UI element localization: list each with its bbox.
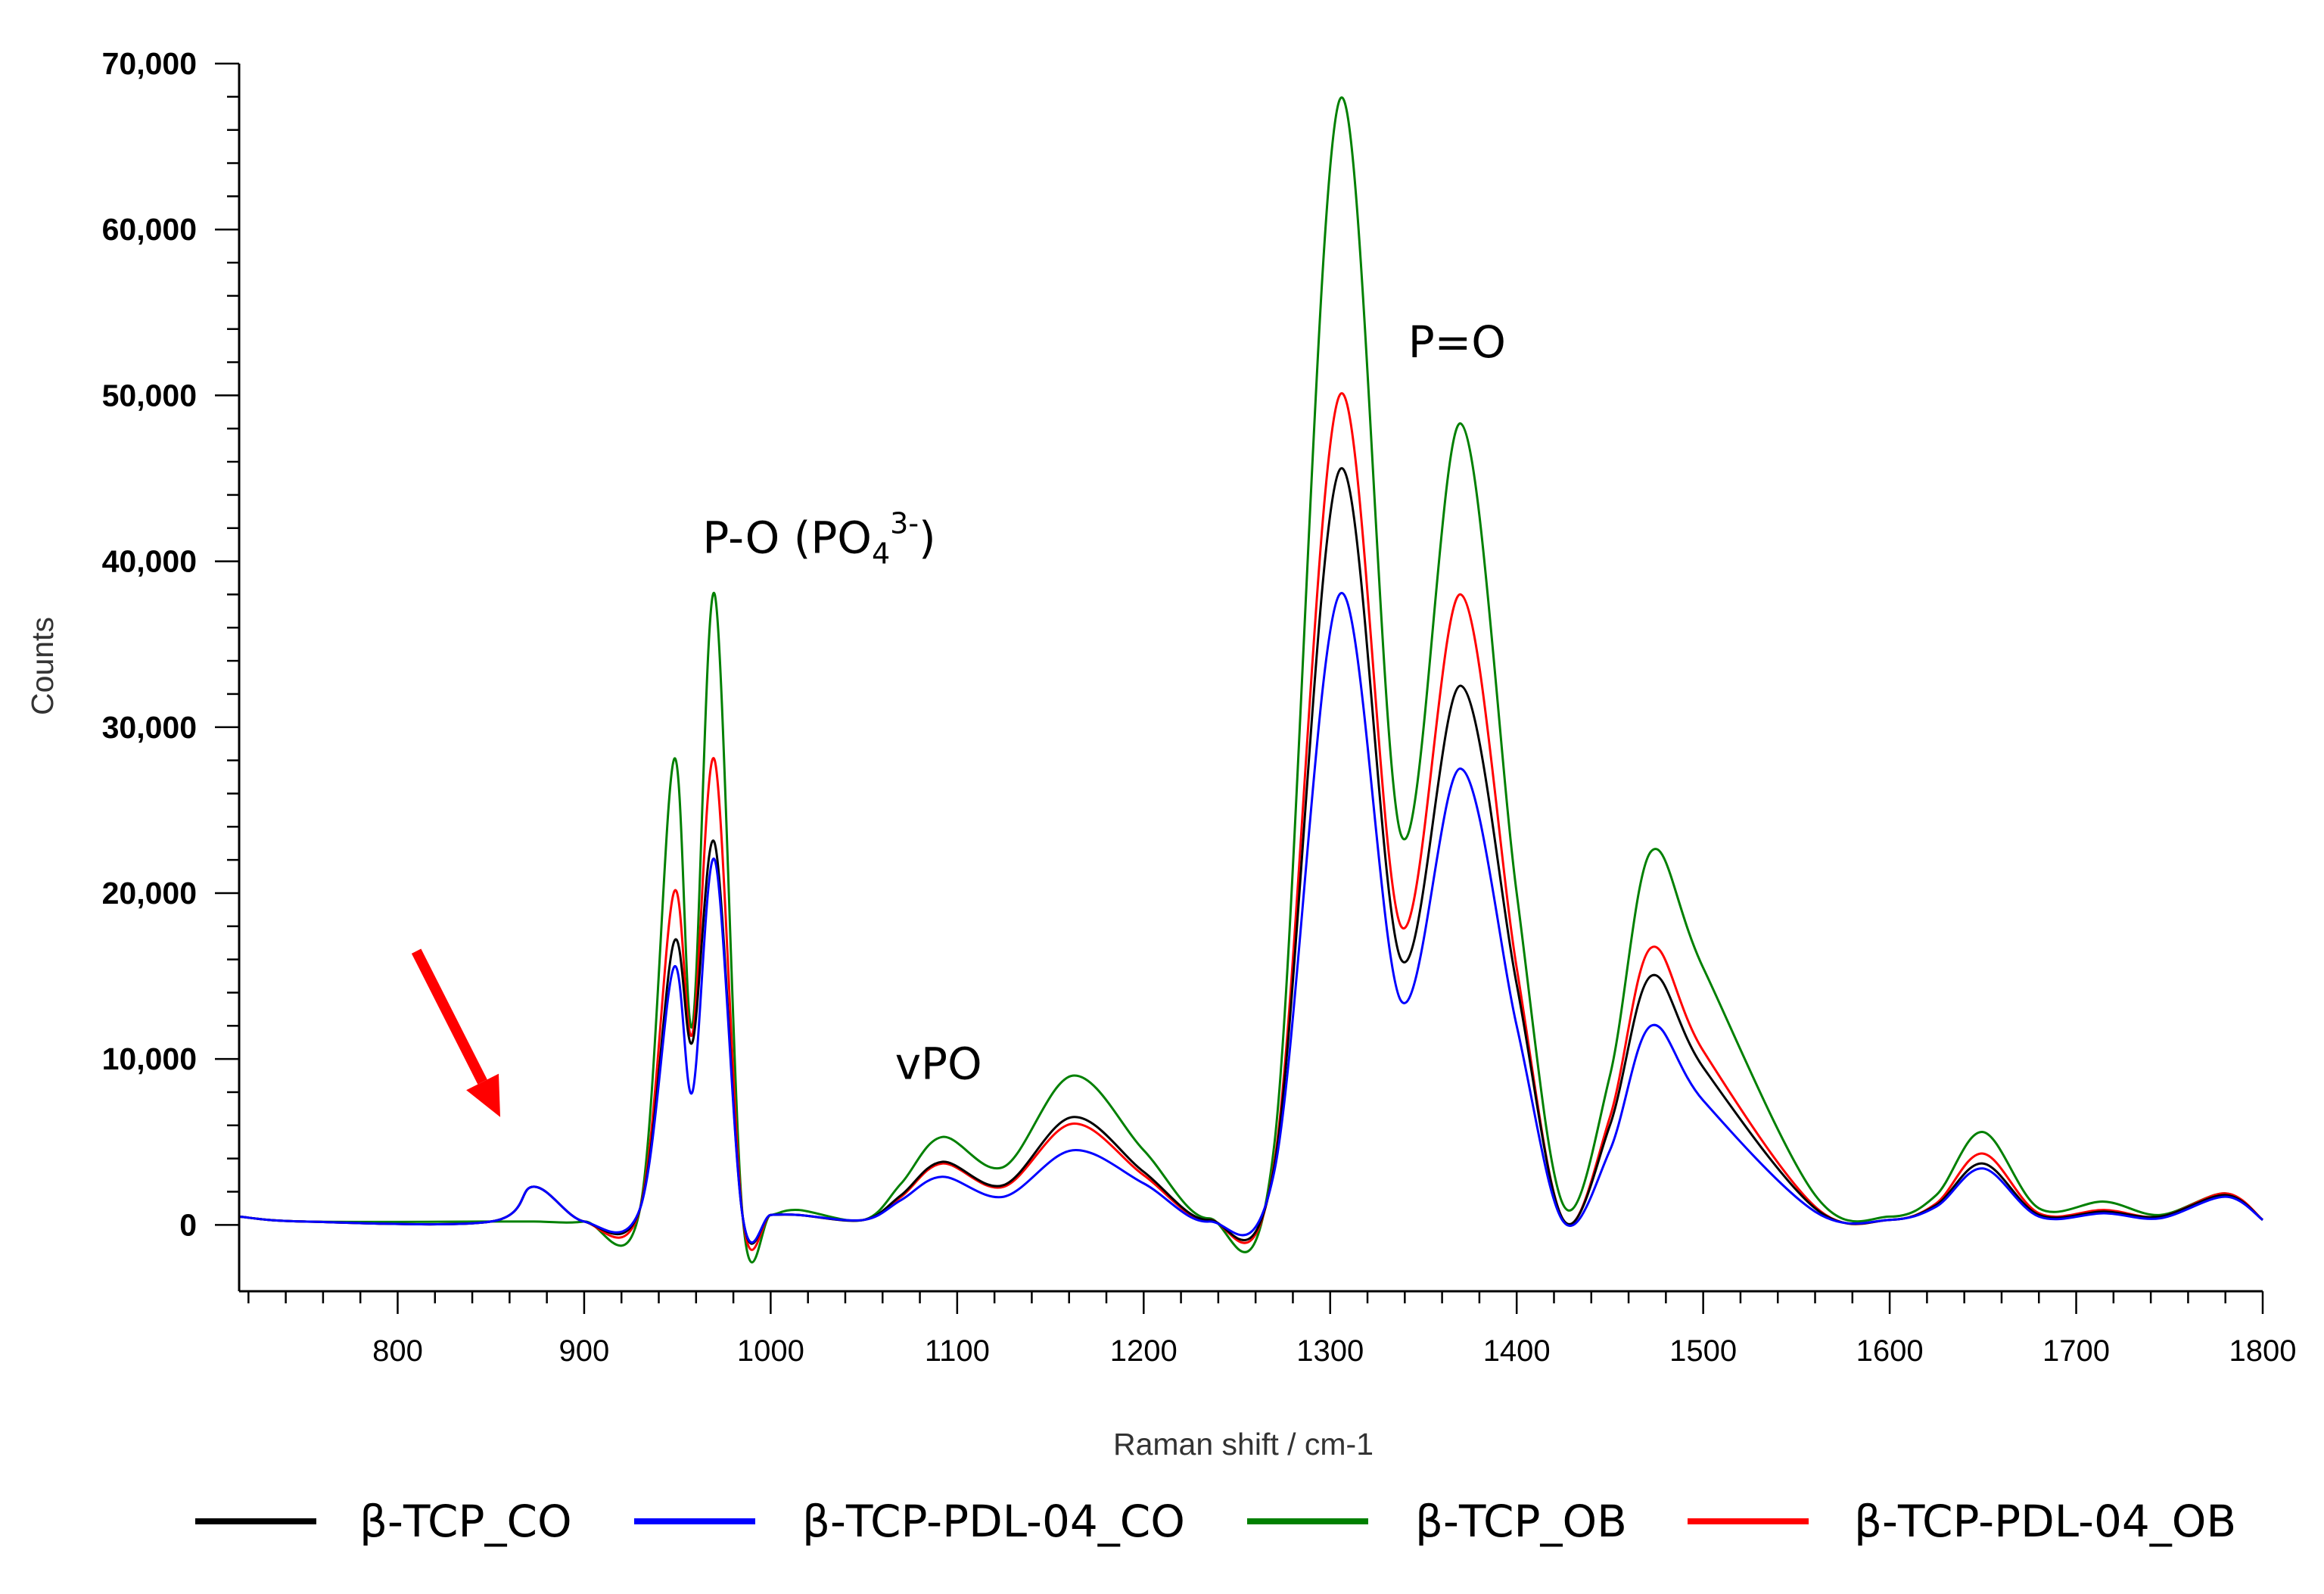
x-tick-label: 900 bbox=[559, 1334, 610, 1368]
x-axis-title: Raman shift / cm-1 bbox=[1113, 1427, 1374, 1462]
legend-label-2: β-TCP-PDL-04_CO bbox=[802, 1496, 1185, 1547]
legend-label-4: β-TCP-PDL-04_OB bbox=[1854, 1496, 2236, 1547]
arrow-head bbox=[466, 1073, 501, 1117]
axes: 0 10,000 20,000 30,000 40,000 50,000 60,000 70,… bbox=[25, 46, 2296, 1462]
x-tick-label: 1600 bbox=[1856, 1334, 1924, 1368]
y-tick-label: 0 bbox=[179, 1207, 197, 1242]
x-tick-label: 1700 bbox=[2042, 1334, 2110, 1368]
y-axis-title: Counts bbox=[25, 617, 60, 715]
y-tick-label: 70,000 bbox=[102, 46, 197, 81]
legend-label-3: β-TCP_OB bbox=[1415, 1496, 1627, 1547]
x-tick-label: 1300 bbox=[1296, 1334, 1364, 1368]
series-line-3 bbox=[238, 96, 2263, 1264]
y-tick-label: 50,000 bbox=[102, 378, 197, 413]
y-tick-label: 10,000 bbox=[102, 1041, 197, 1076]
series-line-4 bbox=[238, 392, 2263, 1251]
x-tick-label: 1000 bbox=[737, 1334, 804, 1368]
peak-annotation-2: vPO bbox=[895, 1038, 982, 1089]
x-tick-label: 1800 bbox=[2229, 1334, 2297, 1368]
plot-lines bbox=[238, 96, 2263, 1264]
series-line-1 bbox=[238, 467, 2263, 1245]
legend: β-TCP_CO β-TCP-PDL-04_CO β-TCP_OB β-TCP-PDL… bbox=[195, 1496, 2236, 1547]
y-tick-label: 20,000 bbox=[102, 876, 197, 911]
y-tick-label: 60,000 bbox=[102, 212, 197, 247]
x-tick-label: 1400 bbox=[1483, 1334, 1551, 1368]
y-tick-label: 40,000 bbox=[102, 544, 197, 579]
x-tick-label: 1100 bbox=[925, 1334, 990, 1368]
peak-annotation-1: P-O (PO43-) bbox=[702, 507, 935, 571]
x-tick-label: 1200 bbox=[1110, 1334, 1178, 1368]
x-tick-label: 1500 bbox=[1669, 1334, 1737, 1368]
series-line-2 bbox=[238, 592, 2263, 1244]
annotations: P-O (PO43-) vPO P=O bbox=[411, 316, 1506, 1117]
legend-label-1: β-TCP_CO bbox=[359, 1496, 572, 1547]
peak-annotation-3: P=O bbox=[1408, 316, 1506, 368]
y-tick-label: 30,000 bbox=[102, 710, 197, 745]
arrow-shaft bbox=[411, 948, 487, 1085]
x-tick-label: 800 bbox=[372, 1334, 423, 1368]
